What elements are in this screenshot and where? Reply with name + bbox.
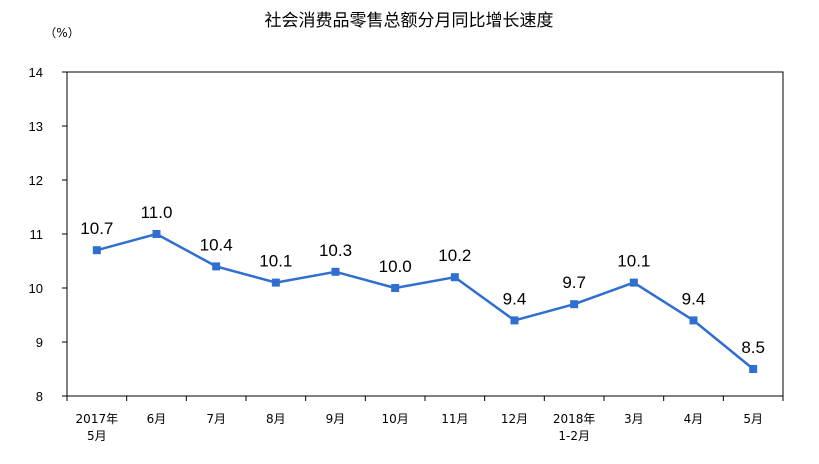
x-tick-label: 5月 bbox=[743, 412, 763, 426]
x-tick-label: 11月 bbox=[441, 412, 468, 426]
data-point bbox=[749, 365, 758, 373]
y-tick-label: 9 bbox=[36, 335, 43, 350]
data-point bbox=[92, 246, 101, 255]
data-point bbox=[510, 316, 519, 325]
x-tick-label: 5月 bbox=[87, 429, 107, 443]
data-label: 10.1 bbox=[259, 252, 292, 271]
x-tick-label: 9月 bbox=[326, 412, 346, 426]
data-point bbox=[212, 262, 221, 271]
data-label: 10.3 bbox=[319, 241, 352, 260]
data-point bbox=[391, 284, 400, 292]
data-labels: 10.7 11.0 10.4 10.1 10.3 10.0 10.2 9.4 9.7 10.1 9.… bbox=[80, 203, 765, 357]
x-tick-label: 8月 bbox=[266, 412, 286, 426]
data-label: 10.1 bbox=[617, 252, 650, 271]
x-tick-label: 6月 bbox=[147, 412, 167, 426]
series-polyline bbox=[96, 232, 754, 370]
x-tick-label: 4月 bbox=[684, 412, 704, 426]
data-label: 11.0 bbox=[141, 203, 173, 222]
y-tick-label: 10 bbox=[29, 281, 43, 296]
data-point bbox=[629, 278, 638, 287]
y-tick-label: 11 bbox=[30, 227, 44, 242]
data-label: 10.0 bbox=[379, 257, 412, 276]
y-tick-label: 14 bbox=[29, 65, 43, 80]
y-unit-label: （%） bbox=[44, 26, 79, 40]
data-label: 8.5 bbox=[741, 338, 765, 357]
data-label: 9.4 bbox=[503, 289, 527, 308]
data-point bbox=[689, 316, 698, 325]
x-tick-label: 10月 bbox=[382, 412, 409, 426]
data-label: 9.7 bbox=[562, 273, 586, 292]
x-tick-label: 2018年 bbox=[553, 412, 596, 426]
y-tick-label: 12 bbox=[29, 173, 43, 188]
data-point bbox=[152, 230, 161, 238]
x-tick-label: 12月 bbox=[501, 412, 528, 426]
y-tick-label: 13 bbox=[29, 119, 43, 134]
data-point bbox=[570, 300, 579, 309]
data-point bbox=[450, 273, 459, 282]
data-label: 9.4 bbox=[682, 289, 706, 308]
data-label: 10.2 bbox=[438, 246, 471, 265]
x-tick-label: 2017年 bbox=[76, 412, 119, 426]
x-tick-label: 1-2月 bbox=[558, 429, 590, 443]
data-point bbox=[271, 278, 280, 287]
data-point bbox=[331, 267, 340, 276]
data-label: 10.4 bbox=[200, 235, 233, 254]
chart-title: 社会消费品零售总额分月同比增长速度 bbox=[265, 11, 554, 31]
x-tick-label: 3月 bbox=[624, 412, 644, 426]
data-label: 10.7 bbox=[80, 219, 113, 238]
y-tick-label: 8 bbox=[36, 389, 43, 404]
plot-frame bbox=[66, 71, 784, 397]
series-line bbox=[92, 230, 758, 373]
x-tick-label: 7月 bbox=[206, 412, 226, 426]
axes: 8 9 10 11 12 13 14 2017年 5月 6月 7月 8月 9月 10月 11月 12月 2018… bbox=[29, 65, 784, 443]
